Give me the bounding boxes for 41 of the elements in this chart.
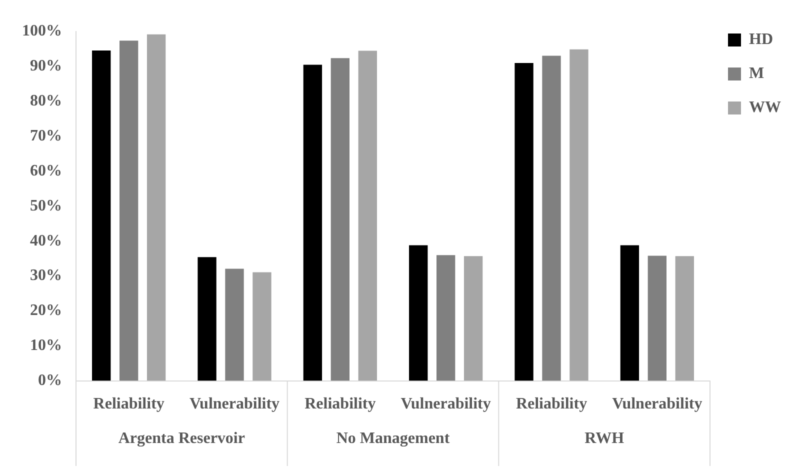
- text: RWH: [584, 430, 625, 447]
- legend-label: M: [749, 65, 764, 82]
- y-tick-label: 30%: [30, 267, 62, 284]
- x-tick-label: Reliability: [516, 396, 588, 413]
- y-tick-label: 10%: [30, 337, 62, 354]
- y-tick-label: 70%: [30, 128, 62, 144]
- legend-label: WW: [749, 99, 781, 116]
- x-tick-label: Vulnerability: [400, 396, 491, 413]
- y-tick-label: 20%: [30, 302, 62, 320]
- x-tick-label: Reliability: [304, 396, 376, 413]
- bar: [409, 245, 428, 381]
- y-tick-label: 60%: [30, 162, 62, 180]
- bar: [514, 63, 534, 381]
- x-tick-label: Reliability: [93, 396, 164, 413]
- bar: [198, 257, 216, 381]
- y-tick-label: 40%: [30, 232, 62, 250]
- text: Argenta Reservoir: [118, 430, 245, 447]
- legend-label: HD: [749, 31, 773, 48]
- bar: [675, 256, 694, 381]
- y-tick-label: 100%: [22, 22, 62, 40]
- bar: [92, 50, 111, 381]
- text: No Management: [336, 430, 450, 447]
- bar: [119, 40, 138, 381]
- bar: [620, 245, 640, 381]
- y-tick-label: 80%: [30, 92, 62, 110]
- bar: [146, 34, 166, 381]
- bar: [648, 256, 667, 381]
- bar: [436, 255, 456, 381]
- bar: [358, 50, 377, 381]
- bar: [464, 256, 483, 381]
- y-tick-label: 90%: [30, 58, 62, 75]
- bar: [542, 56, 561, 381]
- bar: [252, 272, 272, 381]
- x-tick-label: Vulnerability: [189, 396, 280, 413]
- bar: [303, 64, 322, 381]
- y-tick-label: 50%: [30, 197, 62, 214]
- x-tick-label: Vulnerability: [612, 396, 702, 413]
- y-tick-label: 0%: [38, 372, 62, 389]
- bar: [570, 49, 588, 381]
- bar: [225, 268, 244, 381]
- bar: [330, 58, 350, 381]
